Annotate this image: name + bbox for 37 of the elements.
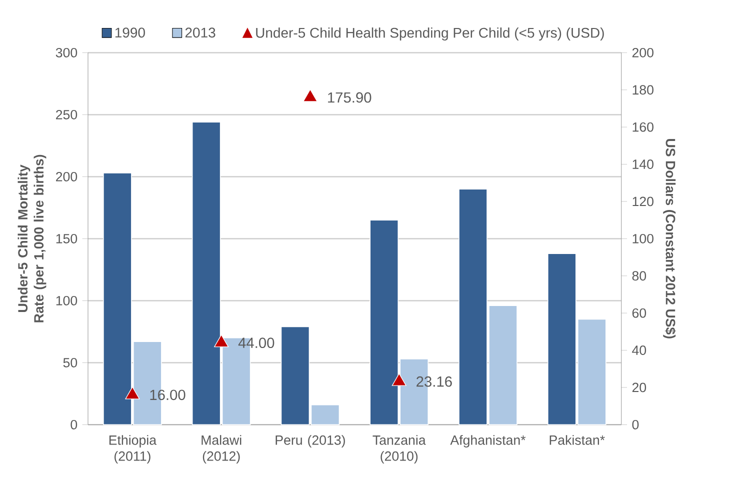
x-tick-label: Pakistan* bbox=[550, 435, 605, 445]
y2-tick-label: 60 bbox=[632, 308, 646, 318]
x-tick-label: Malawi (2012) bbox=[202, 435, 242, 464]
point bbox=[125, 386, 140, 400]
legend-label: Under-5 Child Health Spending Per Child (<5 yrs) (USD) bbox=[256, 27, 604, 41]
data-label: 23.16 bbox=[416, 376, 452, 387]
y2-tick-label: 120 bbox=[632, 196, 654, 206]
data-label: 175.90 bbox=[328, 92, 372, 103]
y-tick-label: 250 bbox=[56, 110, 78, 120]
data-label: 16.00 bbox=[150, 390, 186, 400]
y2-tick-label: 160 bbox=[632, 122, 654, 132]
y-tick-label: 150 bbox=[56, 234, 78, 244]
y-tick-label: 100 bbox=[56, 296, 78, 306]
y-tick-label: 300 bbox=[56, 48, 78, 58]
y2-tick-label: 40 bbox=[632, 346, 646, 355]
legend-label: 2013 bbox=[185, 28, 216, 38]
x-tick-label: Ethiopia (2011) bbox=[109, 435, 157, 464]
y2-axis-title: US Dollars (Constant 2012 US$) bbox=[663, 139, 676, 338]
y2-tick-label: 80 bbox=[632, 271, 646, 281]
y2-tick-label: 20 bbox=[632, 382, 646, 392]
point bbox=[214, 334, 229, 348]
y-tick-label: 200 bbox=[56, 172, 78, 182]
y2-tick-label: 0 bbox=[632, 420, 639, 430]
y-tick-label: 0 bbox=[70, 420, 78, 430]
x-tick-label: Afghanistan* bbox=[450, 435, 526, 448]
x-tick-label: Tanzania (2010) bbox=[372, 435, 426, 464]
y2-tick-label: 140 bbox=[632, 160, 654, 169]
y-tick-label: 50 bbox=[63, 358, 78, 368]
point bbox=[302, 89, 318, 102]
data-label: 44.00 bbox=[238, 338, 274, 348]
legend-label: 1990 bbox=[115, 28, 145, 38]
point bbox=[392, 373, 406, 386]
y-axis-title: Under-5 Child Mortality Rate (per 1,000 live births) bbox=[18, 154, 46, 322]
y2-tick-label: 200 bbox=[632, 48, 654, 58]
x-tick-label: Peru (2013) bbox=[276, 435, 345, 448]
y2-tick-label: 100 bbox=[632, 234, 654, 244]
y2-tick-label: 180 bbox=[632, 85, 654, 95]
